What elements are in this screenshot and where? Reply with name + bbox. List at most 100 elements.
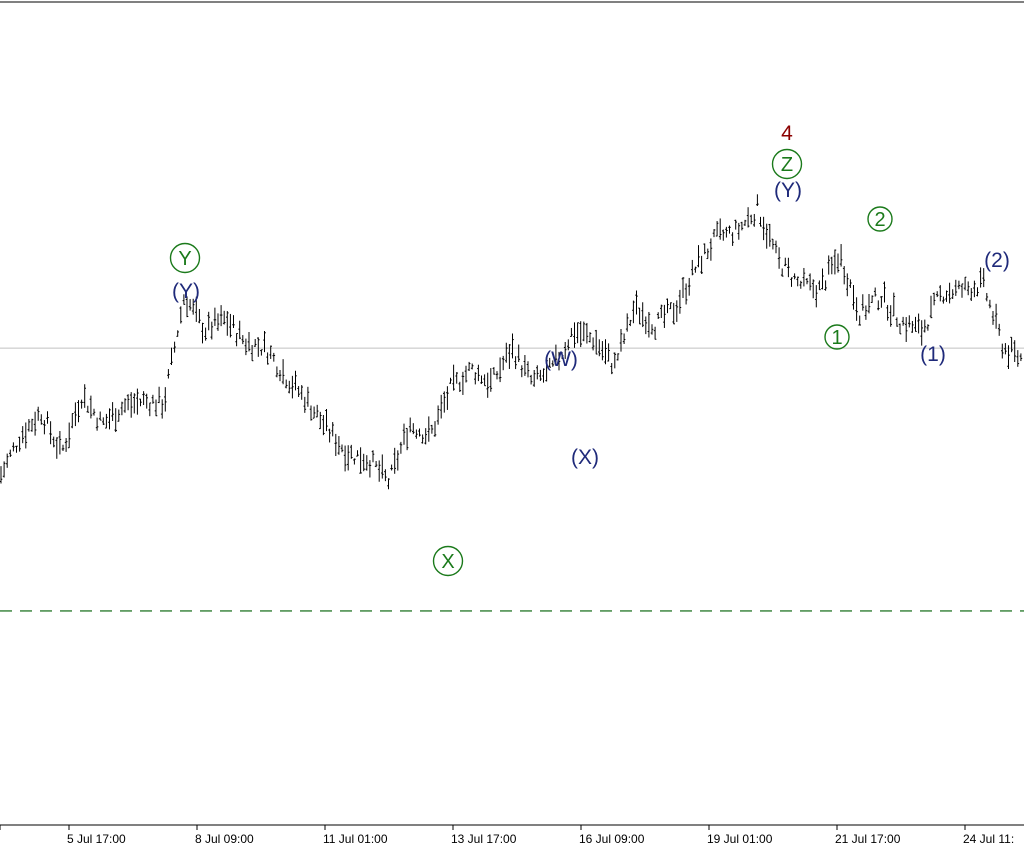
price-bar [771, 238, 775, 250]
price-bar [343, 445, 347, 472]
price-bar [182, 294, 186, 305]
price-bar [263, 330, 266, 353]
price-bar [675, 300, 679, 322]
price-bar [852, 285, 855, 310]
price-bar [415, 429, 418, 439]
price-bar [353, 458, 356, 465]
price-bar [861, 294, 865, 311]
wave-label-text: 2 [874, 209, 885, 231]
wave-label: (X) [571, 446, 599, 469]
price-bar [266, 352, 269, 365]
price-bar [98, 411, 102, 421]
price-bar [18, 436, 21, 452]
price-bar [216, 313, 220, 331]
price-bar [207, 311, 210, 331]
price-bar [306, 386, 310, 407]
price-bar [734, 219, 737, 230]
price-bar [545, 356, 548, 382]
price-bar [836, 253, 840, 273]
price-bar [489, 368, 493, 392]
price-bar [269, 345, 272, 359]
price-bar [588, 332, 592, 343]
price-bar [405, 427, 409, 451]
price-bar [858, 315, 861, 326]
price-bar [560, 352, 564, 359]
price-bar [963, 276, 967, 291]
price-bar [746, 207, 750, 228]
price-bar [681, 277, 685, 299]
price-bar [526, 361, 530, 378]
price-bar [656, 312, 660, 320]
wave-label-circled: Y [169, 242, 201, 274]
price-bar [570, 327, 573, 337]
wave-label-text: (Y) [172, 280, 200, 303]
price-bar [222, 310, 226, 325]
price-bar [517, 344, 520, 363]
price-bar [452, 364, 455, 391]
wave-label: (Y) [774, 179, 802, 202]
wave-labels: Y (Y) X (W) (X) 4 Z (Y) 1 2 (1) (2) [169, 122, 1010, 577]
wave-label: (W) [544, 348, 578, 371]
price-bar [691, 259, 694, 276]
price-bar [49, 421, 52, 445]
price-bar [855, 297, 858, 321]
price-bar [74, 402, 77, 427]
price-bar [188, 299, 192, 311]
x-tick-label: 11 Jul 01:00 [323, 832, 388, 846]
price-bar [433, 421, 437, 437]
price-bar [374, 460, 378, 468]
price-bar [195, 296, 198, 322]
price-bar [973, 280, 976, 298]
price-bar [920, 320, 923, 346]
price-bar [613, 352, 617, 369]
price-bar [458, 381, 462, 392]
price-bar [563, 341, 567, 359]
price-bar [805, 278, 809, 285]
price-bar [669, 302, 672, 310]
price-bar [818, 280, 821, 291]
price-bar [470, 363, 474, 370]
price-bar [30, 418, 34, 432]
price-bar [52, 436, 55, 448]
price-bar [387, 478, 390, 490]
price-bar [145, 393, 148, 409]
wave-label: (1) [920, 343, 946, 366]
price-bar [762, 216, 765, 241]
price-bar [542, 368, 545, 383]
price-bar [191, 298, 195, 315]
price-bar [443, 391, 446, 413]
price-bar [601, 341, 604, 361]
price-bar [532, 369, 536, 387]
price-bar [170, 347, 173, 366]
price-bar [554, 344, 558, 366]
price-bar [123, 398, 127, 413]
price-bar [585, 322, 589, 344]
price-bar [167, 369, 170, 379]
wave-label-circled: 2 [867, 206, 893, 232]
price-bar [765, 223, 768, 249]
price-bar [365, 455, 369, 471]
price-bar [759, 216, 762, 227]
price-bar [787, 257, 790, 278]
price-bar [1007, 345, 1010, 370]
price-bar [446, 386, 449, 410]
price-bar [687, 277, 691, 296]
price-bar [474, 372, 477, 385]
wave-label-text: Y [178, 248, 191, 270]
price-bar [929, 295, 933, 319]
price-bar [64, 438, 68, 452]
price-bar [622, 333, 626, 345]
price-bar [870, 295, 874, 303]
price-bar [15, 445, 18, 453]
price-bar [173, 341, 176, 353]
price-bar [638, 307, 641, 325]
x-tick-label: 5 Jul 17:00 [67, 832, 126, 846]
price-bar [288, 380, 291, 394]
price-bar [551, 360, 555, 367]
price-bar [867, 294, 871, 314]
price-bar [213, 307, 217, 326]
price-bar [598, 339, 601, 357]
price-bar [939, 285, 942, 302]
